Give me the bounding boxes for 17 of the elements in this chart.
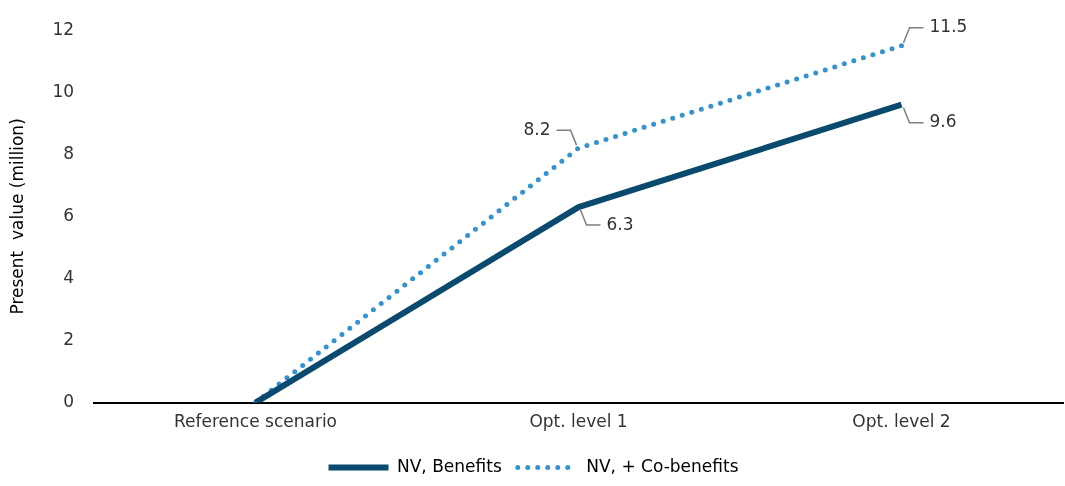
- y-axis-title: Present value (million): [6, 118, 27, 315]
- y-tick-label: 0: [63, 391, 75, 412]
- legend-label: NV, Benefits: [397, 455, 502, 476]
- y-tick-label: 10: [52, 80, 75, 101]
- y-tick-label: 2: [63, 328, 75, 349]
- data-label: 8.2: [523, 118, 551, 139]
- y-tick-label: 4: [63, 266, 75, 287]
- x-tick-label: Opt. level 2: [852, 411, 951, 432]
- data-label: 11.5: [929, 16, 968, 37]
- x-tick-label: Opt. level 1: [529, 411, 628, 432]
- y-tick-label: 12: [52, 18, 75, 39]
- y-tick-label: 8: [63, 142, 75, 163]
- data-label: 6.3: [606, 213, 634, 234]
- x-tick-label: Reference scenario: [174, 411, 338, 432]
- y-tick-label: 6: [63, 204, 75, 225]
- data-label: 9.6: [929, 111, 957, 132]
- legend-label: NV, + Co-benefits: [586, 455, 739, 476]
